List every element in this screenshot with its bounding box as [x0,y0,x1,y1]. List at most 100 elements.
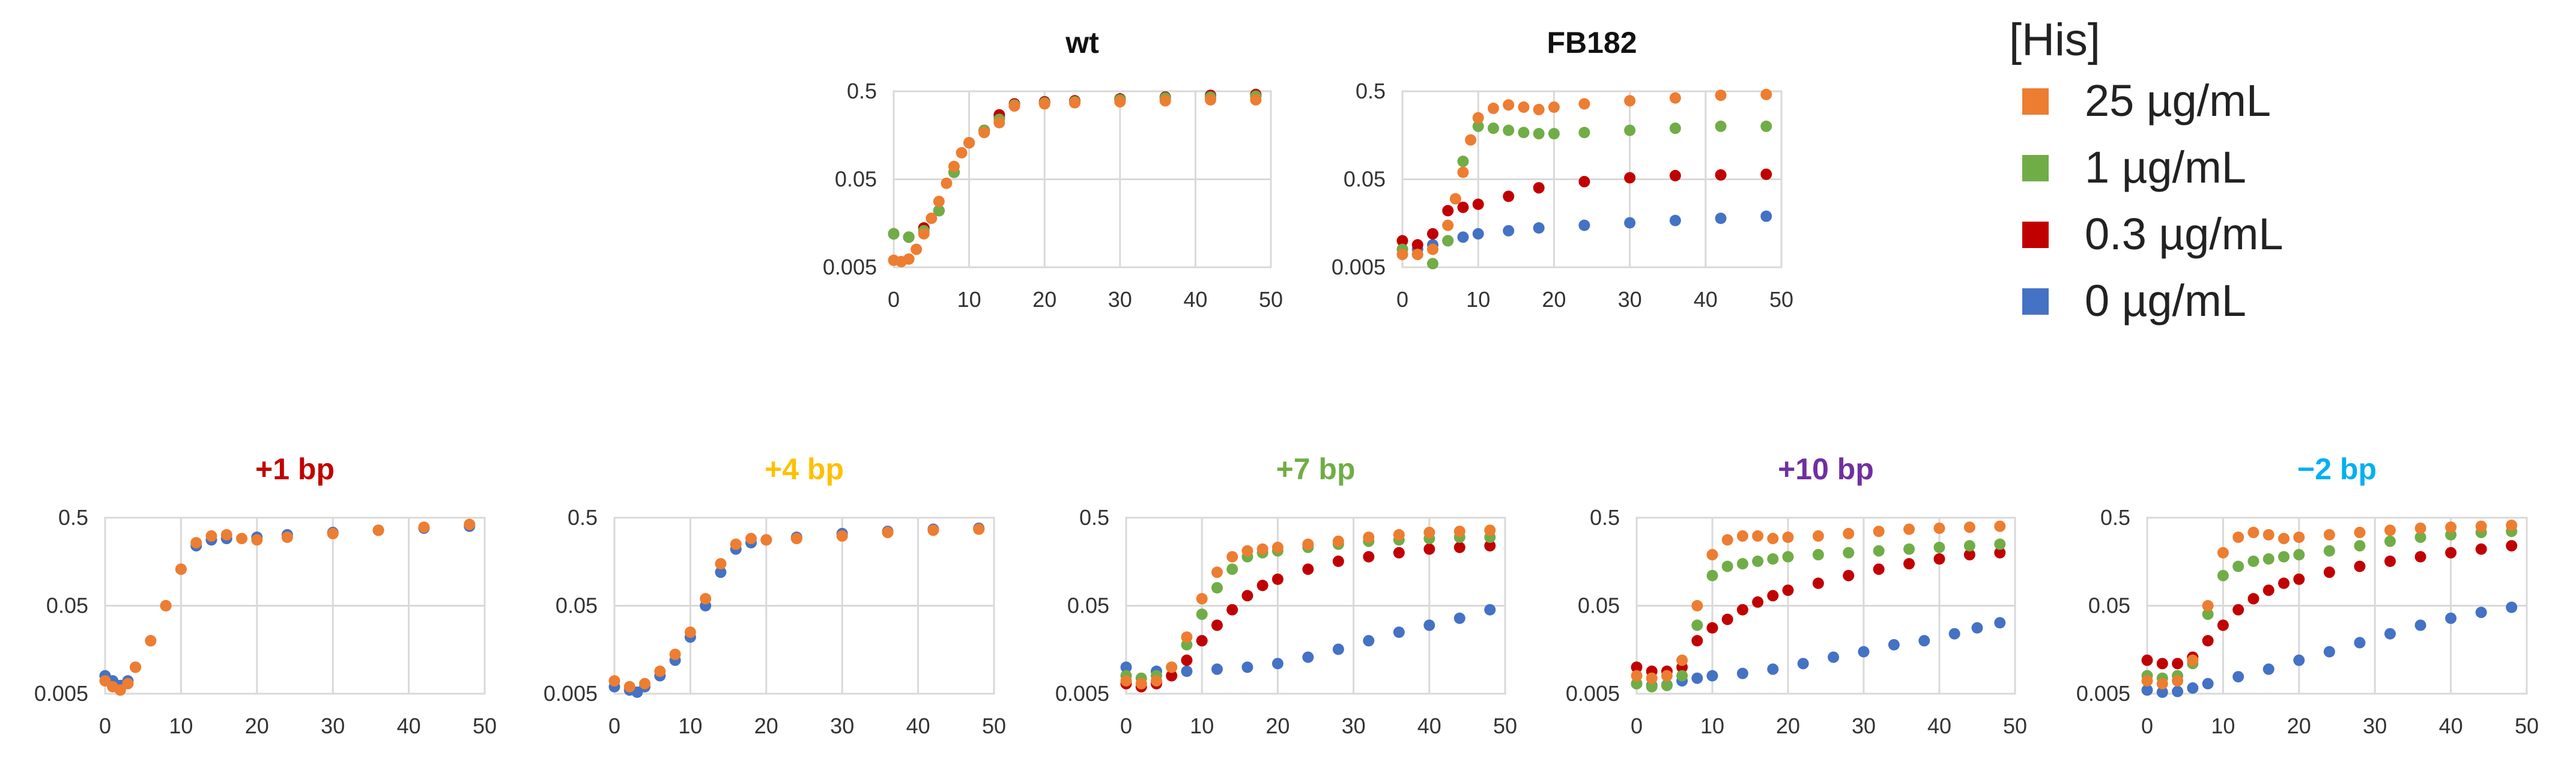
y-tick-label: 0.05 [556,593,598,618]
data-point [1302,563,1314,575]
data-point [1578,98,1590,110]
data-point [1271,573,1283,585]
data-point [933,205,945,217]
x-tick-label: 50 [1259,287,1283,312]
data-point [1752,555,1764,567]
data-point [1963,521,1975,533]
x-tick-label: 20 [1776,714,1800,738]
data-point [2354,527,2366,539]
data-point [926,213,938,225]
data-point [2247,527,2259,539]
y-tick-label: 0.5 [1079,505,1109,530]
y-tick-label: 0.005 [1332,255,1386,279]
data-point [1631,677,1643,690]
data-point [2217,569,2229,581]
data-point [1465,134,1477,146]
data-point [963,137,975,149]
data-point [1767,663,1779,675]
data-point [1332,555,1344,567]
data-point [1646,680,1658,693]
data-point [1888,639,1900,651]
data-point [1760,120,1772,132]
data-point [1241,590,1253,602]
data-point [1503,99,1515,111]
data-point [1363,635,1375,647]
data-point [1994,538,2006,550]
data-point [1442,235,1454,247]
data-point [1166,661,1178,673]
data-point [1241,545,1253,557]
data-point [2293,549,2305,561]
data-point [281,532,293,544]
chart-1: 0 10 20 30 40 50 0.005 0.05 0.5 wt [823,26,1283,312]
data-point [1767,590,1779,602]
data-point [1472,198,1484,210]
data-point [2323,545,2335,557]
series-0-3-g-ml [1396,168,1772,251]
data-point [1715,213,1727,225]
x-tick-label: 20 [1032,287,1056,312]
data-point [1457,156,1469,168]
data-point [903,231,915,243]
data-point [2475,520,2487,532]
data-point [1812,577,1824,589]
data-point [1624,172,1636,184]
data-point [2232,604,2244,616]
x-tick-label: 50 [473,714,497,738]
chart-title: −2 bp [2297,452,2377,486]
data-point [2278,551,2290,563]
legend-item-0-3: 0.3 µg/mL [2009,201,2429,267]
x-tick-label: 20 [754,714,778,738]
x-tick-label: 0 [1120,714,1132,738]
data-point [1721,534,1733,546]
data-point [1472,120,1484,132]
data-point [1503,124,1515,136]
series-25-g-ml [888,94,1262,268]
data-point [1858,646,1870,658]
data-point [1411,249,1423,261]
data-point [1948,628,1960,640]
x-tick-label: 0 [99,714,111,738]
data-point [654,665,666,677]
data-point [1332,643,1344,655]
data-point [2141,675,2153,687]
data-point [1426,243,1438,255]
data-point [1211,582,1223,594]
data-point [2262,553,2274,565]
x-tick-label: 30 [830,714,854,738]
x-tick-label: 10 [2211,714,2235,738]
data-point [1484,604,1496,616]
data-point [1782,584,1794,596]
data-point [1760,88,1772,100]
data-point [1843,547,1855,559]
data-point [1767,553,1779,565]
data-point [1971,622,1983,634]
data-point [2156,677,2168,690]
data-point [418,521,430,533]
data-point [1484,524,1496,536]
data-point [1256,543,1268,555]
chart-title: +4 bp [765,452,844,486]
data-point [1484,540,1496,552]
data-point [2506,601,2518,613]
x-tick-label: 40 [397,714,421,738]
data-point [1715,89,1727,102]
data-point [2202,677,2214,690]
data-point [941,177,953,189]
data-point [1873,563,1885,575]
data-point [1676,670,1688,682]
data-point [236,533,248,545]
y-tick-label: 0.05 [1344,167,1386,192]
data-point [2414,532,2426,544]
data-point [1903,543,1915,555]
data-point [1487,102,1499,114]
data-point [372,524,384,536]
data-point [1393,529,1405,541]
data-point [2475,607,2487,619]
chart-5: 0 10 20 30 40 50 0.005 0.05 0.5 +7 bp [1055,452,1517,738]
data-point [1457,166,1469,178]
legend-swatch-1 [2022,155,2049,182]
y-tick-label: 0.005 [544,681,598,706]
series-25-g-ml [1631,520,2006,684]
data-point [1196,593,1208,605]
